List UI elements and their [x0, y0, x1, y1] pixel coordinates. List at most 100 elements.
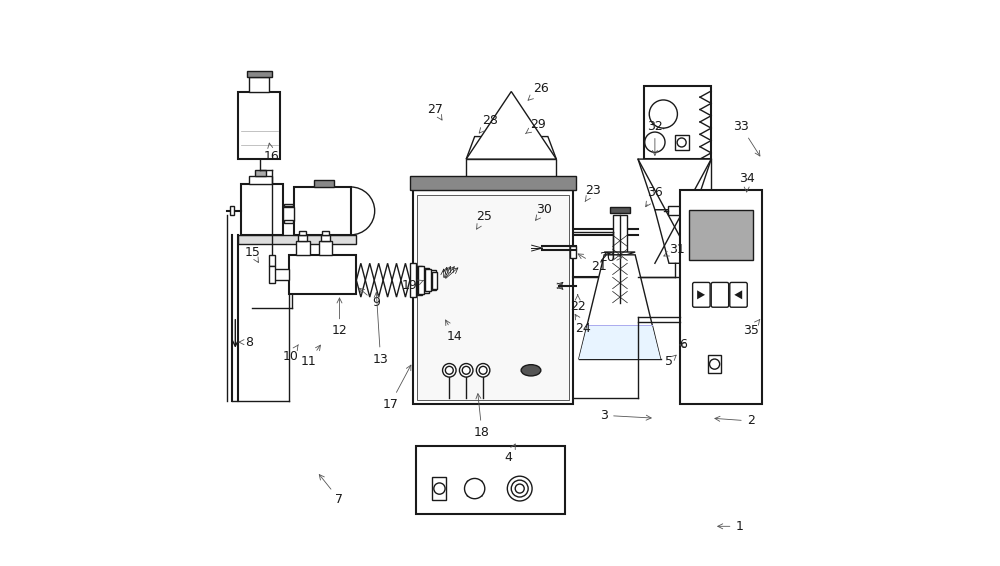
Bar — [289, 255, 356, 294]
Ellipse shape — [521, 365, 541, 376]
Circle shape — [434, 483, 445, 494]
Bar — [269, 255, 275, 266]
Bar — [466, 159, 556, 182]
Text: 14: 14 — [446, 320, 463, 343]
Circle shape — [459, 363, 473, 377]
Polygon shape — [579, 255, 661, 359]
Bar — [416, 447, 565, 514]
Text: 6: 6 — [679, 338, 687, 351]
Circle shape — [479, 366, 487, 374]
Polygon shape — [418, 266, 424, 294]
Polygon shape — [356, 263, 365, 297]
Polygon shape — [466, 136, 556, 159]
Bar — [689, 210, 753, 260]
Circle shape — [645, 132, 665, 152]
Bar — [675, 135, 689, 149]
Bar — [644, 86, 711, 159]
Circle shape — [511, 480, 528, 497]
Text: 29: 29 — [525, 118, 546, 134]
Text: 20: 20 — [599, 251, 622, 264]
Bar — [570, 246, 576, 258]
Bar — [680, 190, 762, 404]
Text: 30: 30 — [536, 203, 552, 220]
Text: 11: 11 — [301, 345, 320, 368]
Polygon shape — [392, 263, 401, 297]
Bar — [417, 195, 569, 400]
Polygon shape — [417, 265, 422, 295]
Text: 16: 16 — [264, 143, 280, 163]
Text: 18: 18 — [474, 394, 490, 439]
Text: 19: 19 — [402, 279, 423, 292]
Text: 15: 15 — [244, 246, 260, 263]
Bar — [255, 170, 266, 176]
Circle shape — [710, 359, 720, 369]
Polygon shape — [410, 263, 416, 297]
Text: 32: 32 — [647, 120, 663, 156]
Text: 26: 26 — [528, 82, 548, 100]
Polygon shape — [466, 92, 556, 159]
Bar — [284, 204, 293, 207]
Circle shape — [515, 484, 524, 493]
Bar — [708, 355, 721, 373]
Circle shape — [507, 476, 532, 501]
Polygon shape — [423, 268, 429, 293]
Bar — [272, 269, 289, 280]
Text: 17: 17 — [382, 365, 411, 410]
Text: 24: 24 — [575, 314, 591, 335]
Bar — [319, 241, 332, 255]
Circle shape — [649, 100, 677, 128]
Polygon shape — [383, 263, 392, 297]
Text: 12: 12 — [332, 298, 347, 337]
Text: 27: 27 — [427, 103, 443, 120]
Polygon shape — [430, 270, 436, 290]
Bar — [241, 185, 283, 235]
Circle shape — [465, 478, 485, 499]
Bar — [432, 477, 446, 500]
FancyBboxPatch shape — [730, 282, 747, 307]
Text: 10: 10 — [283, 345, 298, 363]
Polygon shape — [365, 263, 374, 297]
Polygon shape — [697, 290, 705, 299]
Text: 1: 1 — [718, 520, 743, 533]
Polygon shape — [655, 210, 694, 263]
Bar — [284, 221, 293, 223]
Bar — [314, 181, 334, 187]
Text: 4: 4 — [505, 444, 515, 464]
Text: 8: 8 — [239, 336, 253, 349]
Text: 13: 13 — [373, 292, 388, 366]
Text: 21: 21 — [578, 254, 606, 273]
Text: 33: 33 — [733, 120, 760, 156]
Text: 7: 7 — [319, 474, 343, 507]
Polygon shape — [604, 252, 635, 255]
Text: 31: 31 — [664, 243, 685, 256]
Bar — [296, 241, 310, 255]
Bar — [410, 176, 576, 190]
FancyBboxPatch shape — [711, 282, 729, 307]
Bar — [230, 207, 234, 216]
Text: 5: 5 — [665, 355, 676, 368]
Polygon shape — [734, 290, 742, 299]
Circle shape — [462, 366, 470, 374]
Polygon shape — [638, 159, 711, 210]
Circle shape — [677, 138, 686, 147]
Bar — [298, 235, 307, 241]
Bar — [249, 78, 269, 92]
Bar — [269, 266, 275, 283]
Bar — [238, 92, 280, 159]
Bar — [668, 207, 681, 216]
Text: 35: 35 — [743, 319, 760, 337]
Polygon shape — [432, 272, 437, 289]
Text: 28: 28 — [479, 114, 498, 133]
Text: 9: 9 — [359, 288, 380, 309]
Polygon shape — [579, 325, 661, 359]
Bar — [247, 71, 272, 78]
Polygon shape — [401, 263, 410, 297]
Bar — [610, 207, 630, 213]
Bar — [238, 235, 356, 243]
Text: 23: 23 — [585, 183, 601, 201]
Circle shape — [476, 363, 490, 377]
Text: 25: 25 — [476, 210, 492, 229]
Text: 36: 36 — [646, 186, 663, 207]
Circle shape — [445, 366, 453, 374]
Text: 2: 2 — [715, 414, 755, 427]
